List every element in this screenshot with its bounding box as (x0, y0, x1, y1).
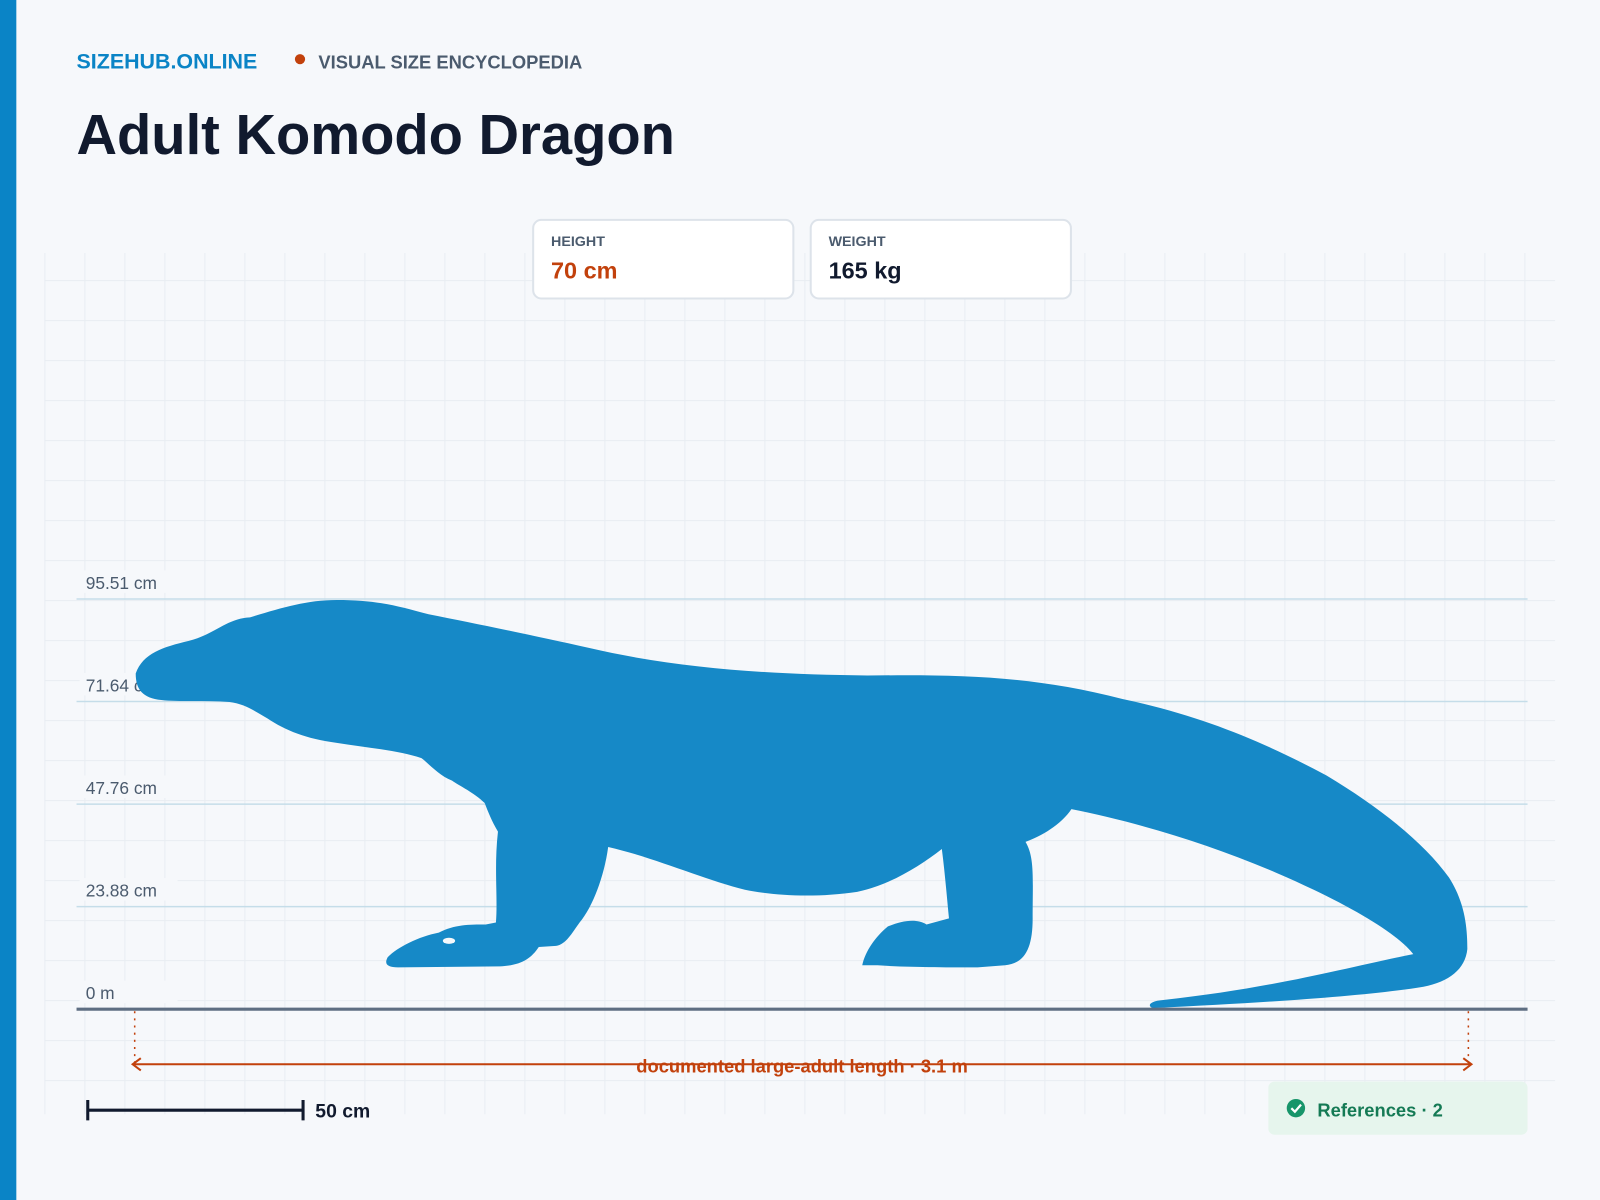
references-badge[interactable]: References · 2 (1268, 1081, 1528, 1135)
stat-label: HEIGHT (551, 234, 605, 250)
scale-bar-label: 50 cm (315, 1100, 370, 1122)
height-label: 95.51 cm (86, 573, 157, 593)
scale-bar (86, 1100, 305, 1121)
stat-value: 70 cm (551, 258, 618, 284)
separator-dot (294, 54, 306, 65)
label-backdrop (79, 878, 178, 901)
height-label: 0 m (86, 983, 115, 1003)
height-label: 23.88 cm (86, 880, 157, 900)
length-label: documented large-adult length · 3.1 m (636, 1055, 968, 1076)
badge-box (1268, 1081, 1528, 1135)
card-box (532, 218, 795, 300)
check-icon (1286, 1098, 1306, 1118)
tagline: VISUAL SIZE ENCYCLOPEDIA (318, 51, 582, 72)
page-title: Adult Komodo Dragon (77, 103, 675, 166)
accent-bar (0, 0, 17, 1200)
silhouette-eye-detail (442, 937, 456, 944)
label-backdrop (79, 570, 178, 593)
height-label: 47.76 cm (86, 778, 157, 798)
label-backdrop (79, 980, 178, 1004)
stat-card: WEIGHT 165 kg (809, 218, 1072, 300)
references-text: References · 2 (1317, 1099, 1443, 1120)
label-backdrop (79, 775, 178, 798)
stat-card: HEIGHT 70 cm (532, 218, 795, 300)
arrow-heads (130, 1057, 1474, 1072)
stat-value: 165 kg (829, 258, 902, 284)
brand: SIZEHUB.ONLINE (77, 49, 258, 73)
card-box (809, 218, 1072, 300)
check-mark (1290, 1103, 1302, 1114)
stat-label: WEIGHT (829, 234, 886, 250)
komodo-silhouette (135, 600, 1468, 1009)
